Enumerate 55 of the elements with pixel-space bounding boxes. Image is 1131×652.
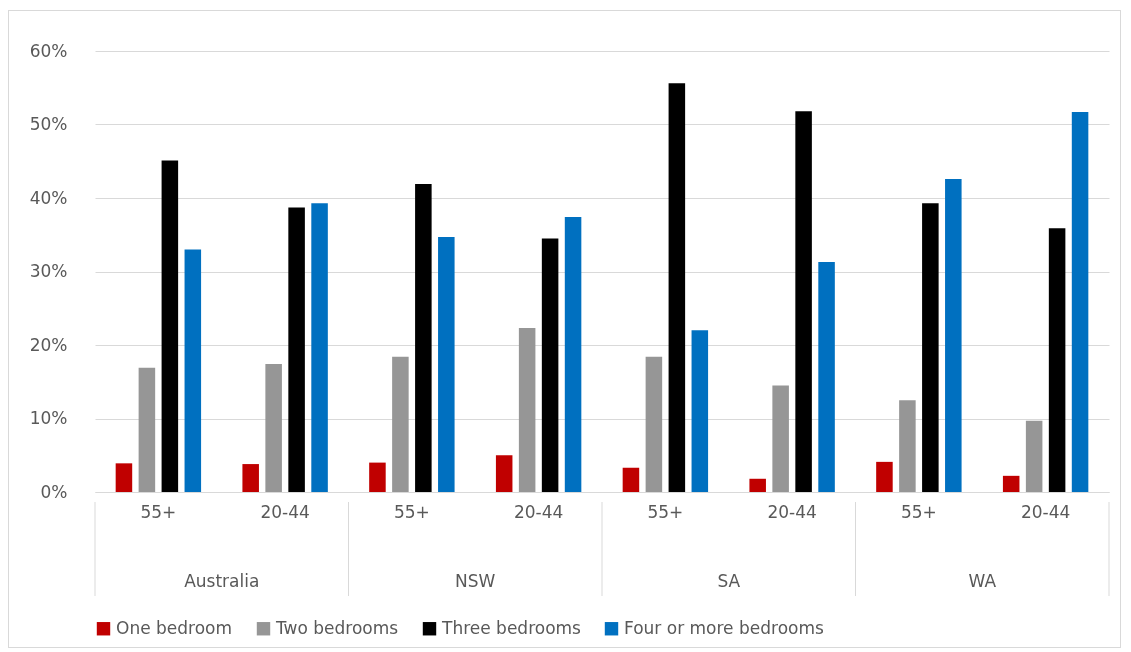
x-tick-label: 55+: [647, 501, 684, 522]
bar: [288, 207, 305, 492]
bar: [772, 385, 789, 492]
bar: [161, 160, 179, 492]
bar: [311, 203, 328, 492]
bar: [438, 236, 455, 492]
bar: [138, 367, 156, 492]
text: NSW: [455, 571, 496, 591]
bar: [1025, 420, 1043, 492]
bar: [899, 400, 916, 492]
y-tick-label: 30%: [29, 261, 68, 281]
x-tick-label: 20-44: [767, 501, 817, 522]
legend-label: Four or more bedrooms: [624, 617, 824, 638]
legend-label: Three bedrooms: [441, 617, 582, 638]
text: Australia: [184, 571, 260, 591]
bar: [115, 463, 133, 492]
bar: [922, 203, 939, 492]
x-tick-label: 55+: [900, 501, 937, 522]
bar: [541, 238, 559, 492]
bar: [518, 328, 536, 492]
y-tick-label: 0%: [40, 481, 68, 502]
bar: [184, 249, 202, 492]
x-tick-label: 20-44: [513, 501, 564, 522]
bar: [945, 178, 962, 492]
bar: [691, 330, 709, 492]
bar: [818, 261, 835, 492]
bar: [876, 461, 893, 492]
y-tick-label: 60%: [29, 40, 68, 61]
bar: [242, 464, 259, 492]
x-tick-label: 20-44: [260, 501, 310, 522]
bar: [1002, 475, 1020, 492]
bar: [392, 356, 409, 492]
text: WA: [968, 571, 997, 591]
bar: [415, 184, 432, 492]
bar: [668, 83, 686, 492]
y-tick-label: 20%: [29, 334, 68, 355]
bar: [265, 364, 282, 492]
bar: [369, 462, 386, 492]
x-tick-label: 55+: [393, 501, 430, 522]
y-tick-label: 40%: [29, 187, 68, 208]
y-tick-label: 50%: [29, 114, 68, 134]
text: SA: [717, 571, 741, 591]
bar: [1048, 228, 1066, 492]
bar: [495, 455, 513, 492]
bar: [795, 111, 812, 492]
x-tick-label: 20-44: [1020, 501, 1071, 522]
x-tick-label: 55+: [140, 501, 177, 522]
bar: [622, 467, 640, 492]
legend-label: Two bedrooms: [275, 617, 399, 638]
bar: [564, 217, 582, 492]
bar: [1071, 112, 1089, 492]
y-tick-label: 10%: [29, 408, 68, 428]
bar: [749, 478, 766, 492]
legend-label: One bedroom: [116, 617, 233, 638]
bar: [645, 356, 663, 492]
